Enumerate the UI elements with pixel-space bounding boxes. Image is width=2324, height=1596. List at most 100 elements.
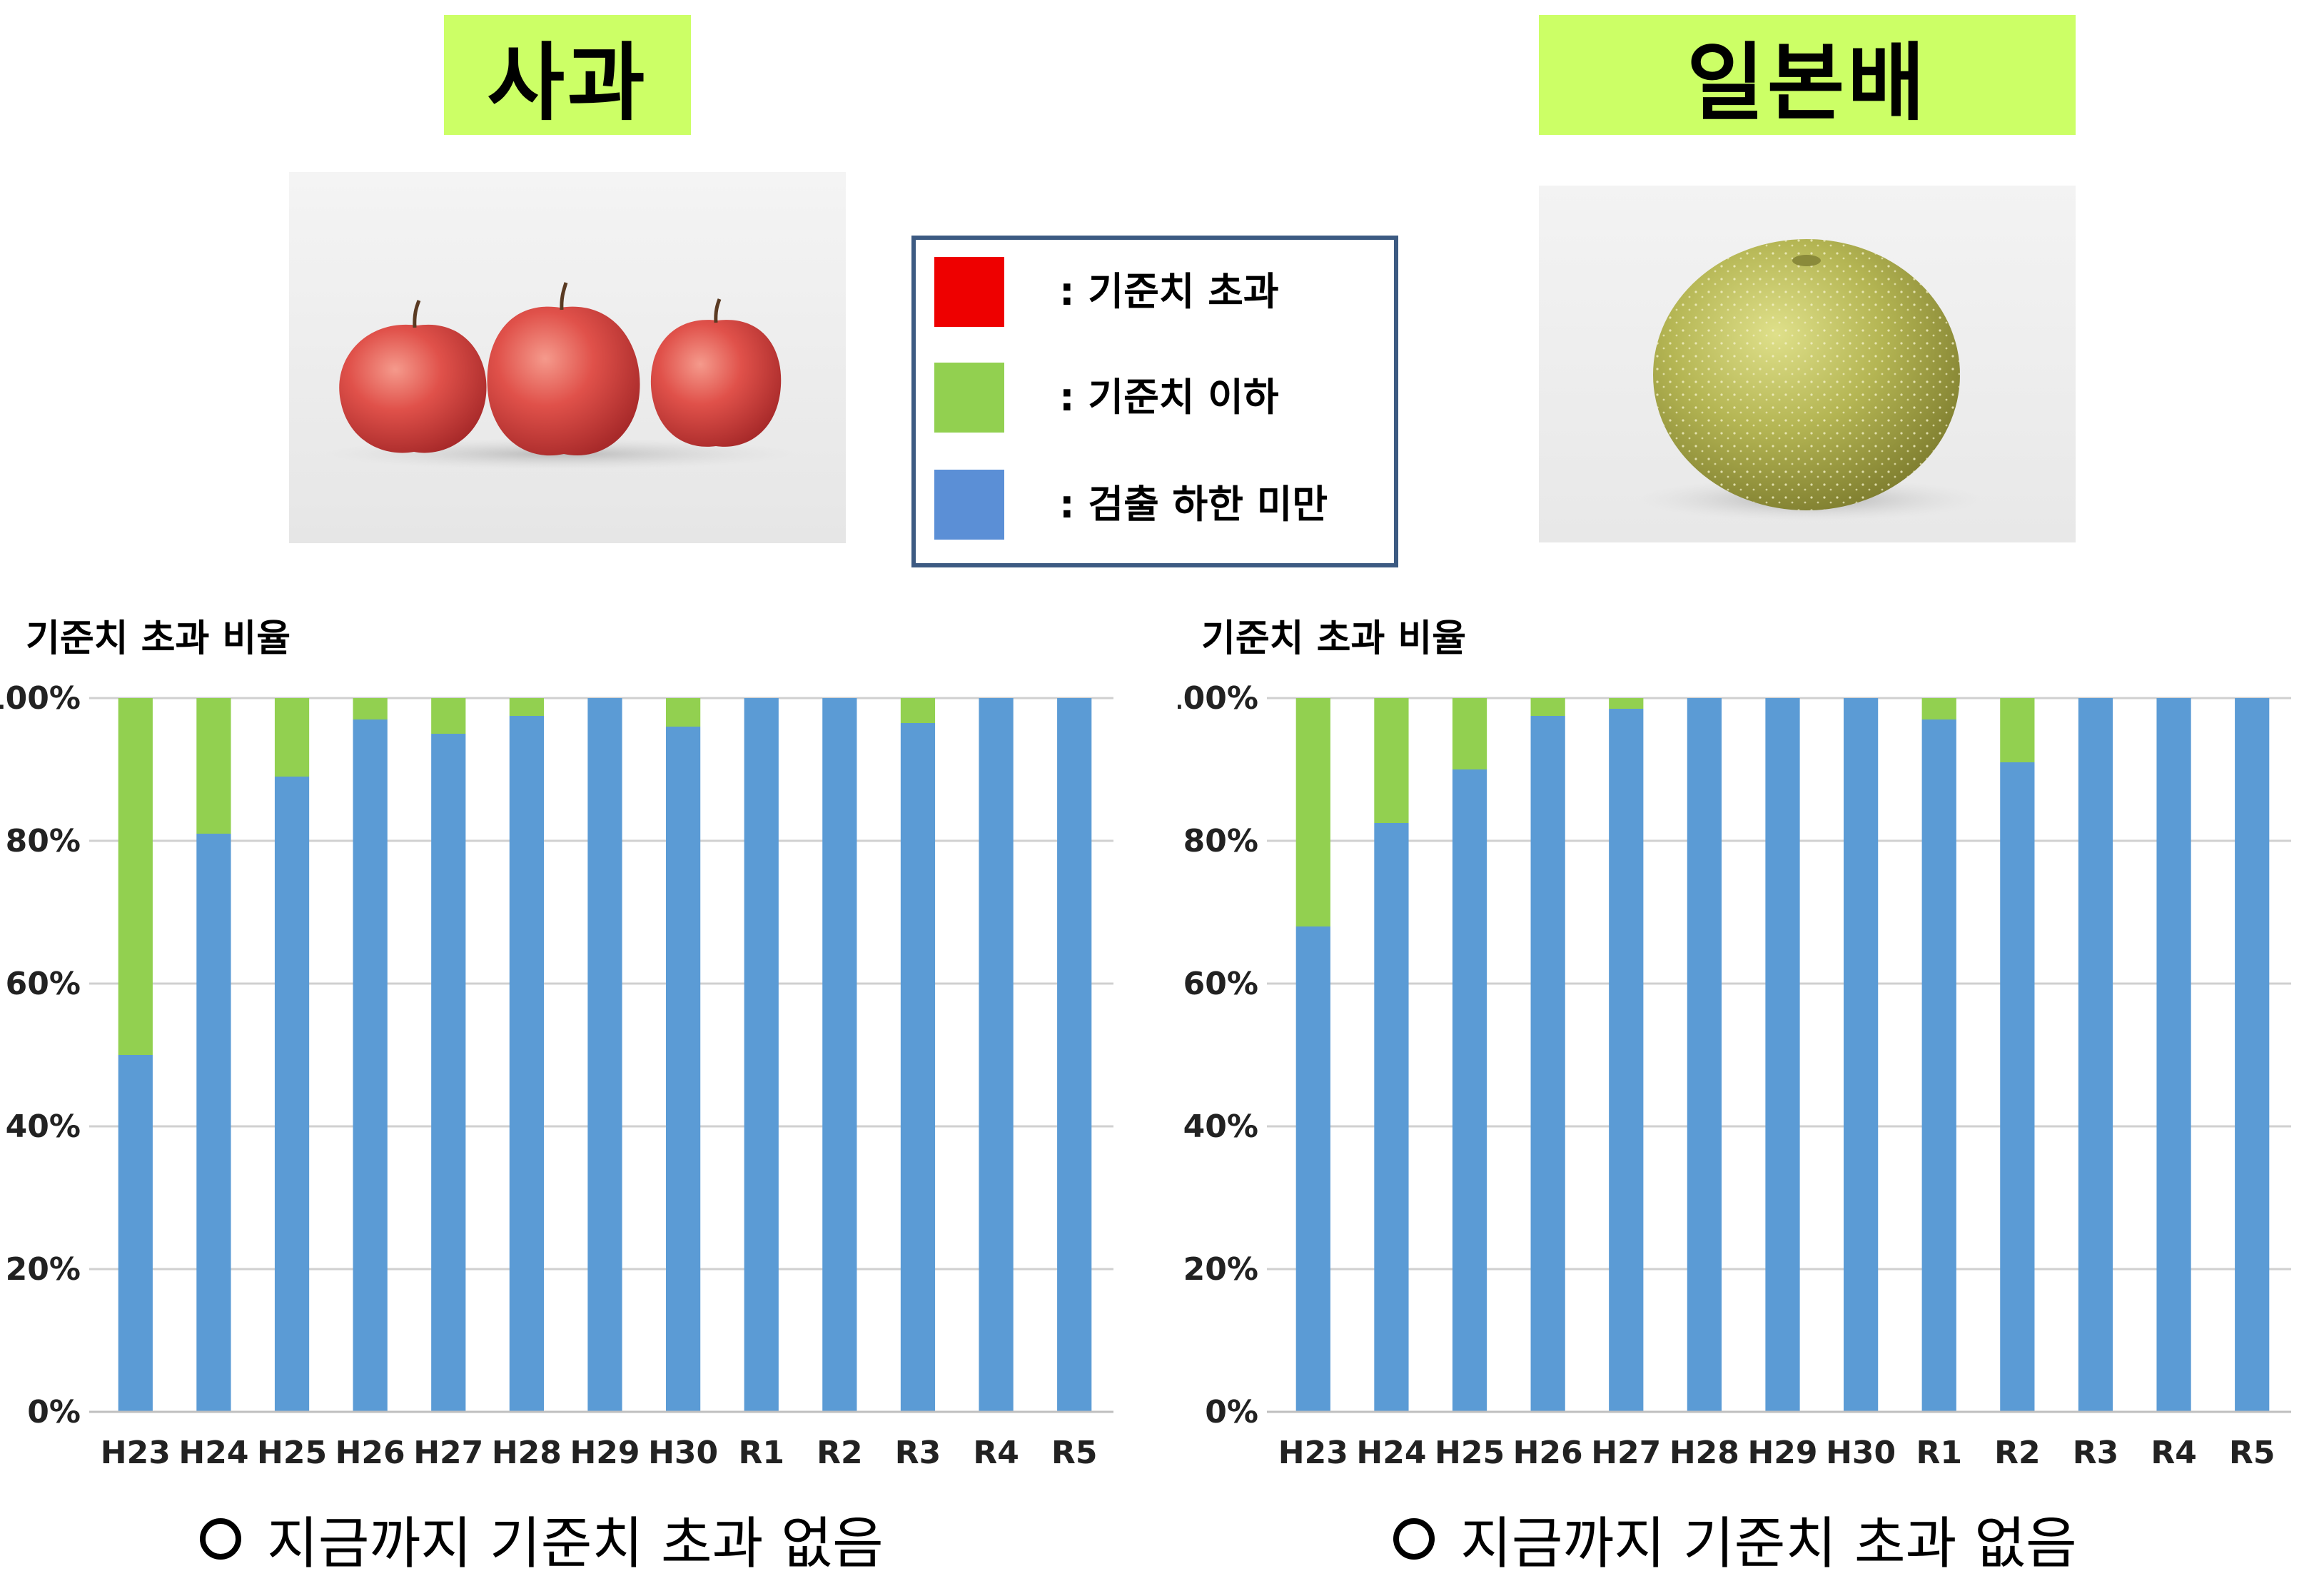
pear-bar-segment xyxy=(1921,698,1956,719)
x-tick-label: R2 xyxy=(817,1435,863,1471)
pear-bar-segment xyxy=(2078,698,2113,1412)
pear-bar-segment xyxy=(2156,698,2191,1412)
x-tick-label: H27 xyxy=(1591,1435,1661,1471)
apple-bar-segment xyxy=(196,834,231,1412)
apple-bar-segment xyxy=(353,698,388,719)
legend-swatch-green xyxy=(934,363,1004,433)
pear-bar-segment xyxy=(1374,823,1409,1412)
apple-bar-segment xyxy=(118,1055,153,1412)
pear-bar-segment xyxy=(2000,762,2035,1412)
pear-bar-segment xyxy=(1609,709,1644,1412)
apple-bar-segment xyxy=(196,698,231,834)
legend: : 기준치 초과 : 기준치 이하 : 검출 하한 미만 xyxy=(911,236,1398,567)
x-tick-label: H28 xyxy=(1669,1435,1739,1471)
x-tick-label: H27 xyxy=(413,1435,483,1471)
apple-bar-segment xyxy=(900,698,936,723)
apple-title: 사과 xyxy=(444,15,691,135)
apple-bar-segment xyxy=(509,698,544,716)
x-tick-label: R5 xyxy=(2229,1435,2275,1471)
y-tick-label: 60% xyxy=(1183,966,1258,1002)
y-tick-label: 100% xyxy=(1178,680,1258,717)
pear-bar-segment xyxy=(1530,716,1565,1412)
y-tick-label: 80% xyxy=(1183,823,1258,859)
pear-chart: 0% 20% 40% 60% 80% 100% H23H24H25H26H27H28H29H… xyxy=(1178,680,2291,1471)
pear-bar-segment xyxy=(1452,698,1487,769)
pear-note: 지금까지 기준치 초과 없음 xyxy=(1393,1499,2077,1579)
apple-bar-segment xyxy=(666,727,701,1412)
circle-icon xyxy=(200,1518,241,1560)
apple-note: 지금까지 기준치 초과 없음 xyxy=(200,1499,884,1579)
legend-label-exceeded: : 기준치 초과 xyxy=(1059,269,1279,314)
y-tick-label: 100% xyxy=(0,680,81,717)
x-tick-label: H24 xyxy=(178,1435,248,1471)
legend-item-below-detection: : 검출 하한 미만 xyxy=(934,470,1391,541)
pear-bar-segment xyxy=(1530,698,1565,716)
apple-right xyxy=(650,298,782,447)
apple-bar-segment xyxy=(900,723,936,1412)
pear-bar-segment xyxy=(1452,769,1487,1412)
apple-bar-segment xyxy=(509,716,544,1412)
x-tick-label: R3 xyxy=(895,1435,941,1471)
x-tick-label: H29 xyxy=(1747,1435,1817,1471)
apple-note-text: 지금까지 기준치 초과 없음 xyxy=(267,1512,884,1576)
x-tick-label: R2 xyxy=(1994,1435,2041,1471)
x-tick-label: R5 xyxy=(1051,1435,1098,1471)
apple-bar-segment xyxy=(431,734,466,1412)
y-tick-label: 20% xyxy=(6,1251,81,1288)
x-tick-label: H26 xyxy=(1513,1435,1583,1471)
apple-bar-segment xyxy=(1057,698,1092,1412)
pear-bar-segment xyxy=(1295,698,1330,926)
pear-bar-segment xyxy=(1765,698,1800,1412)
legend-item-below-standard: : 기준치 이하 xyxy=(934,363,1391,434)
y-tick-label: 80% xyxy=(6,823,81,859)
x-tick-label: R4 xyxy=(2151,1435,2197,1471)
pear-bar-segment xyxy=(1374,698,1409,823)
legend-label-below-standard: : 기준치 이하 xyxy=(1059,375,1279,420)
x-tick-label: H28 xyxy=(492,1435,562,1471)
pear-title-text: 일본배 xyxy=(1687,33,1928,132)
y-tick-label: 40% xyxy=(6,1108,81,1145)
x-tick-label: R1 xyxy=(1916,1435,1962,1471)
apple-bar-segment xyxy=(979,698,1014,1412)
x-tick-label: H25 xyxy=(1435,1435,1505,1471)
pear-bar-segment xyxy=(2235,698,2270,1412)
pear-bar-segment xyxy=(1609,698,1644,709)
x-tick-label: H24 xyxy=(1356,1435,1426,1471)
apple-bar-segment xyxy=(587,698,622,1412)
apple-bar-segment xyxy=(353,719,388,1412)
pear-bar-segment xyxy=(1921,719,1956,1412)
apple-middle xyxy=(487,282,640,456)
legend-item-exceeded: : 기준치 초과 xyxy=(934,257,1391,328)
legend-swatch-blue xyxy=(934,470,1004,540)
x-tick-label: H30 xyxy=(648,1435,718,1471)
apple-bar-segment xyxy=(274,777,310,1412)
pear-bar-segment xyxy=(1295,926,1330,1412)
x-tick-label: H23 xyxy=(101,1435,171,1471)
y-tick-label: 20% xyxy=(1183,1251,1258,1288)
x-tick-label: R4 xyxy=(973,1435,1019,1471)
pear-bar-segment xyxy=(1687,698,1722,1412)
x-tick-label: R1 xyxy=(738,1435,784,1471)
apple-bar-segment xyxy=(274,698,310,777)
circle-icon xyxy=(1393,1518,1435,1560)
apple-chart-title: 기준치 초과 비율 xyxy=(26,617,291,660)
apple-bar-segment xyxy=(744,698,779,1412)
apple-bar-segment xyxy=(431,698,466,734)
x-tick-label: H26 xyxy=(335,1435,405,1471)
apple-photo xyxy=(289,172,846,543)
apple-bar-segment xyxy=(118,698,153,1055)
legend-label-below-detection: : 검출 하한 미만 xyxy=(1059,482,1328,527)
x-tick-label: H23 xyxy=(1278,1435,1348,1471)
pear-photo xyxy=(1539,186,2076,542)
apple-bar-segment xyxy=(666,698,701,727)
y-tick-label: 0% xyxy=(1205,1394,1258,1430)
apple-bar-segment xyxy=(822,698,857,1412)
pear-bar-segment xyxy=(2000,698,2035,762)
legend-swatch-red xyxy=(934,257,1004,327)
y-tick-label: 40% xyxy=(1183,1108,1258,1145)
x-tick-label: R3 xyxy=(2073,1435,2119,1471)
x-tick-label: H25 xyxy=(257,1435,327,1471)
x-tick-label: H29 xyxy=(570,1435,640,1471)
pear-bar-segment xyxy=(1844,698,1879,1412)
pear-title: 일본배 xyxy=(1539,15,2076,135)
